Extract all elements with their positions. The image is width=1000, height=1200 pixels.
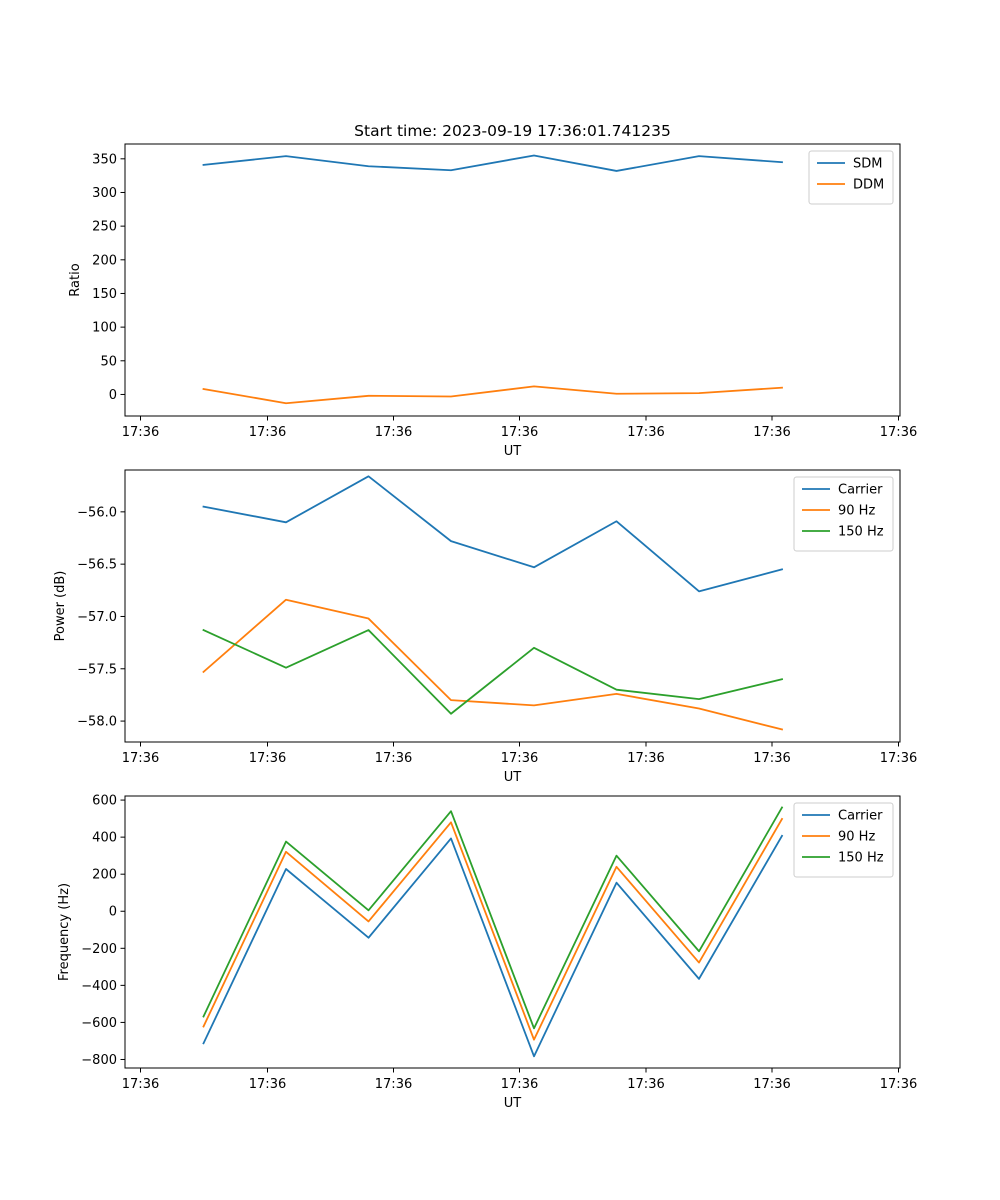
legend-label: 150 Hz <box>838 525 884 540</box>
y-tick-label: 250 <box>92 220 117 235</box>
x-tick-label: 17:36 <box>501 425 538 440</box>
x-tick-label: 17:36 <box>880 751 917 766</box>
x-tick-label: 17:36 <box>753 751 790 766</box>
panel-2: 17:36 17:36 17:36 17:36 17:36 17:36 17:36 −56.0… <box>53 469 917 785</box>
y-tick-label: 400 <box>92 831 117 846</box>
legend: SDM DDM <box>808 150 894 205</box>
axes-frame <box>124 795 901 1069</box>
x-tick-label: 17:36 <box>375 1077 412 1092</box>
y-tick-label: −400 <box>81 979 117 994</box>
axes-frame <box>124 469 901 743</box>
legend-label: 90 Hz <box>838 504 875 519</box>
y-tick-label: 100 <box>92 321 117 336</box>
y-tick-label: −56.5 <box>77 558 117 573</box>
y-tick-label: −800 <box>81 1053 117 1068</box>
series-line-sdm <box>202 154 783 172</box>
x-tick-label: 17:36 <box>880 1077 917 1092</box>
x-tick-label: 17:36 <box>122 751 159 766</box>
series-line-carrier <box>202 475 784 593</box>
series-line-150-hz <box>202 806 784 1030</box>
y-tick-label: 0 <box>109 388 117 403</box>
y-tick-label: −57.5 <box>77 662 117 677</box>
x-axis-label: UT <box>504 1096 522 1111</box>
y-tick-label: 200 <box>92 868 117 883</box>
y-tick-label: −56.0 <box>77 505 117 520</box>
x-tick-label: 17:36 <box>501 1077 538 1092</box>
series-line-ddm <box>202 385 783 405</box>
legend: Carrier 90 Hz 150 Hz <box>793 802 894 878</box>
panel-1: 17:36 17:36 17:36 17:36 17:36 17:36 17:36 0 50 10… <box>68 143 917 459</box>
chart-title: Start time: 2023-09-19 17:36:01.741235 <box>354 122 671 140</box>
legend-label: 90 Hz <box>838 830 875 845</box>
x-tick-label: 17:36 <box>122 1077 159 1092</box>
legend-label: 150 Hz <box>838 851 884 866</box>
y-axis-label: Power (dB) <box>53 571 68 642</box>
legend-label: Carrier <box>838 483 883 498</box>
x-tick-label: 17:36 <box>627 751 664 766</box>
axes-frame <box>124 143 901 417</box>
x-tick-label: 17:36 <box>753 1077 790 1092</box>
x-tick-label: 17:36 <box>627 1077 664 1092</box>
x-tick-label: 17:36 <box>753 425 790 440</box>
x-tick-label: 17:36 <box>375 425 412 440</box>
x-tick-label: 17:36 <box>249 425 286 440</box>
series-line-90-hz <box>202 817 784 1041</box>
y-tick-label: 150 <box>92 287 117 302</box>
panel-3: 17:36 17:36 17:36 17:36 17:36 17:36 17:36 600 40… <box>57 794 917 1111</box>
x-tick-label: 17:36 <box>249 751 286 766</box>
series-line-carrier <box>202 834 784 1058</box>
x-tick-label: 17:36 <box>375 751 412 766</box>
y-tick-label: −200 <box>81 942 117 957</box>
y-tick-label: 200 <box>92 253 117 268</box>
legend-label: Carrier <box>838 809 883 824</box>
x-tick-label: 17:36 <box>249 1077 286 1092</box>
x-tick-label: 17:36 <box>880 425 917 440</box>
series-line-90-hz <box>202 598 784 731</box>
x-axis-label: UT <box>504 444 522 459</box>
y-axis-label: Ratio <box>68 263 83 296</box>
x-tick-label: 17:36 <box>627 425 664 440</box>
y-tick-label: 300 <box>92 186 117 201</box>
series-line-150-hz <box>202 628 784 715</box>
y-tick-label: 50 <box>100 354 117 369</box>
y-tick-label: −600 <box>81 1016 117 1031</box>
y-tick-label: 600 <box>92 794 117 809</box>
y-tick-label: 0 <box>109 905 117 920</box>
legend-label: DDM <box>853 178 884 193</box>
legend-label: SDM <box>853 157 882 172</box>
x-tick-label: 17:36 <box>501 751 538 766</box>
legend-box <box>793 802 894 878</box>
y-tick-label: −57.0 <box>77 610 117 625</box>
y-tick-label: −58.0 <box>77 715 117 730</box>
y-axis-label: Frequency (Hz) <box>57 883 72 981</box>
legend-box <box>808 150 894 205</box>
legend-box <box>793 476 894 552</box>
x-tick-label: 17:36 <box>122 425 159 440</box>
legend: Carrier 90 Hz 150 Hz <box>793 476 894 552</box>
y-tick-label: 350 <box>92 152 117 167</box>
x-axis-label: UT <box>504 770 522 785</box>
